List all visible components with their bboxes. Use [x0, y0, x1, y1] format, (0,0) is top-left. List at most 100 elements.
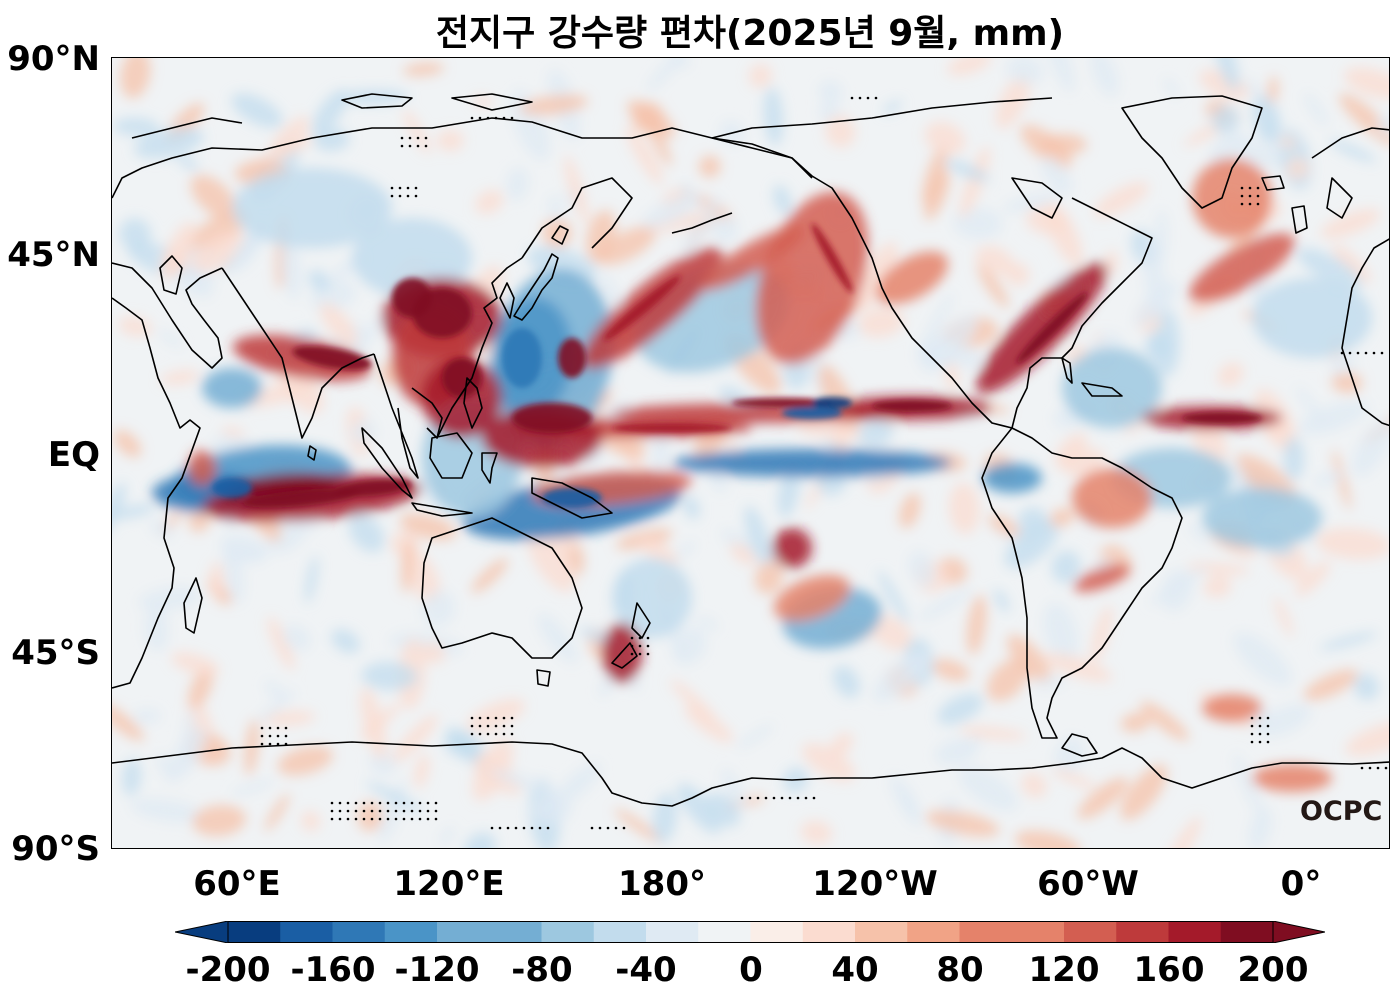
anomaly-blob [171, 652, 220, 676]
stipple-dot [394, 809, 398, 813]
anomaly-blob [672, 627, 707, 665]
anomaly-blob [1049, 507, 1075, 527]
colorbar-tick-160: 160 [1133, 950, 1205, 990]
anomaly-blob [138, 586, 202, 612]
anomaly-blob [712, 215, 738, 244]
stipple-dot [1376, 766, 1380, 770]
colorbar-tick-80: 80 [936, 950, 984, 990]
colorbar-tick-120: 120 [1028, 950, 1100, 990]
anomaly-blob [1051, 768, 1096, 789]
lat-label-90n: 90°N [7, 39, 100, 79]
anomaly-blob [993, 589, 1010, 613]
anomaly-blob [1211, 105, 1240, 134]
stipple-dot [410, 809, 414, 813]
anomaly-blob [436, 129, 464, 152]
anomaly-blob [308, 269, 331, 292]
stipple-dot [330, 817, 334, 821]
stipple-dot [470, 116, 474, 120]
negative-anomaly [612, 558, 692, 638]
anomaly-blob [947, 58, 992, 76]
stipple-dot [398, 186, 402, 190]
colorbar-segment [228, 921, 281, 943]
anomaly-blob [112, 504, 155, 520]
anomaly-blob [857, 307, 905, 338]
anomaly-blob [301, 811, 321, 832]
anomaly-blob [944, 159, 990, 182]
colorbar-segment [489, 921, 542, 943]
stipple-dot [494, 116, 498, 120]
stipple-dot [502, 732, 506, 736]
positive-anomaly [1202, 694, 1262, 722]
anomaly-blob [763, 87, 784, 146]
anomaly-blob [1044, 202, 1083, 266]
anomaly-blob [1007, 634, 1051, 684]
stipple-dot [418, 809, 422, 813]
anomaly-core [212, 478, 252, 498]
anomaly-core [1182, 412, 1262, 424]
stipple-dot [850, 96, 854, 100]
anomaly-blob [959, 146, 991, 218]
stipple-dot [538, 826, 542, 830]
stipple-dot [630, 644, 634, 648]
anomaly-blob [120, 58, 151, 99]
stipple-dot [780, 796, 784, 800]
stipple-dot [390, 194, 394, 198]
anomaly-blob [754, 560, 784, 595]
stipple-dot [402, 817, 406, 821]
stipple-dot [362, 801, 366, 805]
stipple-dot [338, 817, 342, 821]
anomaly-core [392, 278, 432, 318]
colorbar-segment [1116, 921, 1169, 943]
stipple-dot [858, 96, 862, 100]
anomaly-blob [132, 709, 161, 724]
anomaly-blob [1304, 93, 1328, 126]
anomaly-blob [269, 116, 310, 158]
anomaly-blob [966, 594, 987, 656]
anomaly-core [558, 338, 586, 378]
anomaly-blob [1203, 575, 1232, 598]
stipple-dot [346, 801, 350, 805]
stipple-dot [434, 801, 438, 805]
anomaly-blob [1090, 58, 1119, 97]
stipple-dot [276, 742, 280, 746]
colorbar-tick-200: 200 [1237, 950, 1309, 990]
anomaly-blob [231, 93, 283, 128]
anomaly-core [1016, 292, 1088, 364]
anomaly-blob [986, 658, 1029, 702]
colorbar-tick-minus80: -80 [511, 950, 573, 990]
anomaly-blob [1005, 262, 1030, 287]
anomaly-blob [506, 167, 529, 202]
stipple-dot [1380, 351, 1384, 355]
anomaly-blob [1120, 764, 1168, 821]
anomaly-blob [916, 292, 954, 359]
stipple-dot [1266, 740, 1270, 744]
positive-anomaly [1252, 764, 1332, 792]
lon-label-0: 0° [1280, 864, 1322, 904]
anomaly-core [442, 358, 482, 398]
stipple-dot [426, 809, 430, 813]
stipple-dot [486, 732, 490, 736]
stipple-dot [486, 724, 490, 728]
stipple-dot [338, 809, 342, 813]
anomaly-blob [399, 513, 457, 541]
anomaly-blob [1313, 470, 1344, 487]
anomaly-blob [682, 196, 721, 255]
anomaly-blob [1352, 419, 1389, 477]
stipple-dot [630, 652, 634, 656]
anomaly-blob [908, 551, 936, 587]
stipple-dot [402, 801, 406, 805]
colorbar-tick-minus160: -160 [290, 950, 376, 990]
stipple-dot [260, 742, 264, 746]
anomaly-blob [730, 542, 757, 566]
anomaly-blob [150, 519, 174, 539]
lat-label-90s: 90°S [11, 829, 100, 869]
anomaly-blob [1051, 550, 1081, 584]
stipple-dot [622, 826, 626, 830]
stipple-dot [1258, 724, 1262, 728]
stipple-dot [1258, 740, 1262, 744]
anomaly-blob [645, 115, 672, 167]
stipple-dot [268, 742, 272, 746]
stipple-dot [1240, 202, 1244, 206]
stipple-dot [506, 826, 510, 830]
colorbar-tick-minus40: -40 [615, 950, 677, 990]
